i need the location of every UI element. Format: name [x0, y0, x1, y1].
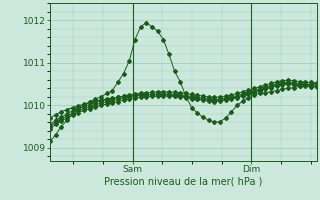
X-axis label: Pression niveau de la mer( hPa ): Pression niveau de la mer( hPa ) [104, 177, 262, 187]
